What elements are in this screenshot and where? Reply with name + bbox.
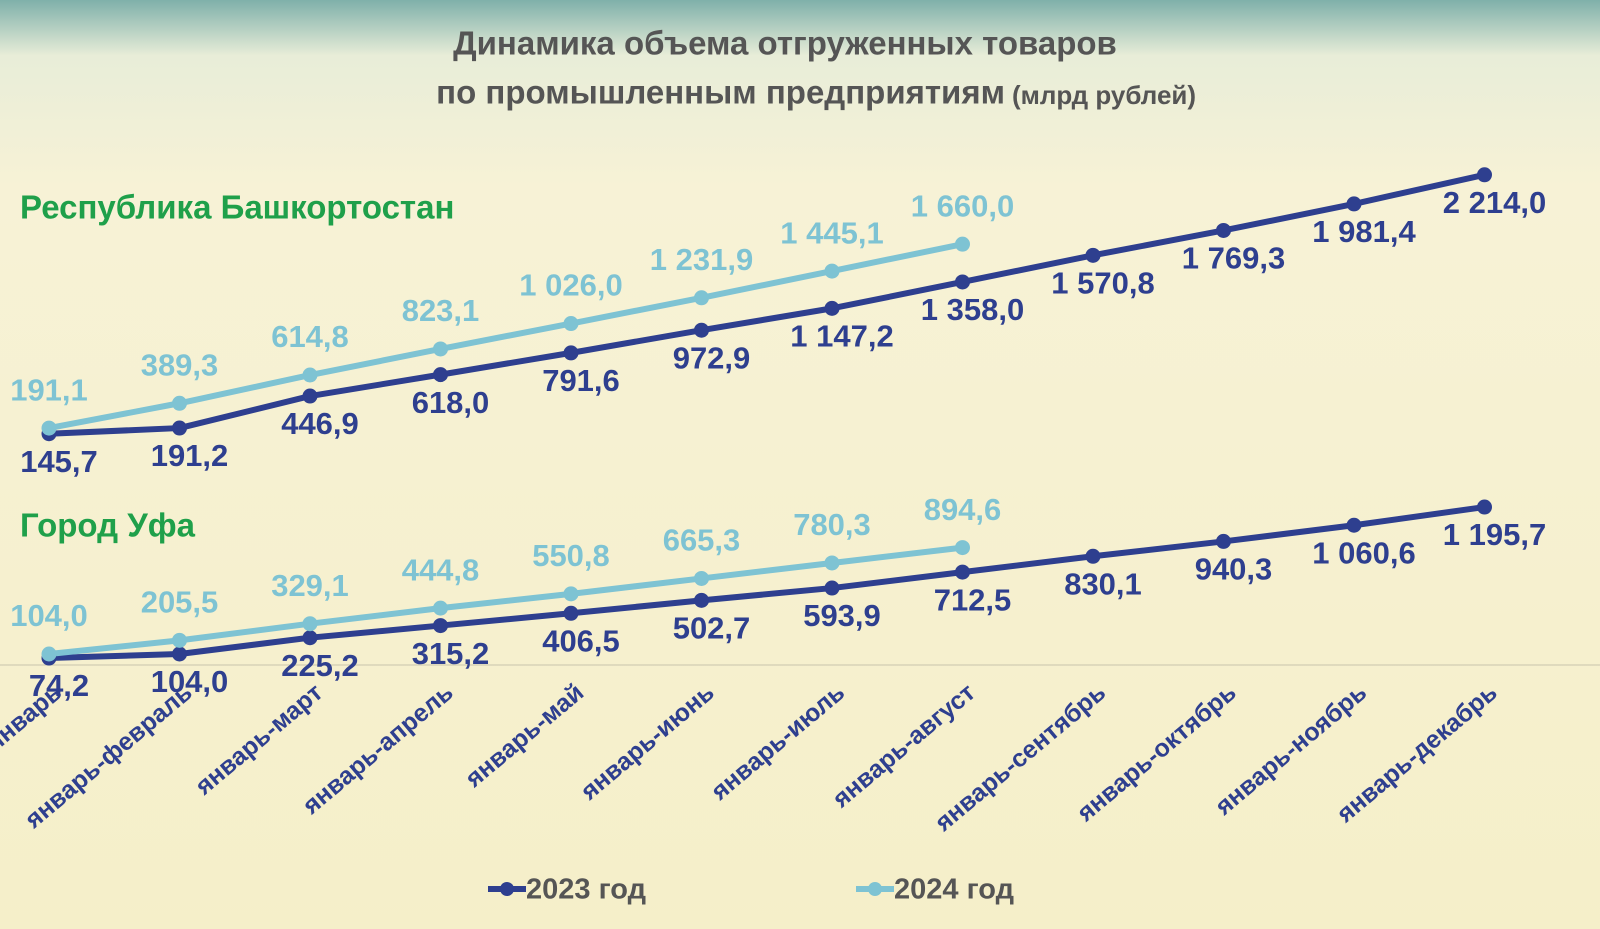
data-point xyxy=(433,600,448,616)
data-point xyxy=(694,290,709,306)
data-point xyxy=(824,300,840,316)
data-label: 614,8 xyxy=(271,319,349,354)
data-point xyxy=(302,388,318,404)
legend-label: 2024 год xyxy=(894,874,1014,906)
data-point xyxy=(302,367,318,383)
data-point xyxy=(41,420,57,436)
unit: (млрд рублей) xyxy=(1012,80,1196,110)
data-label: 550,8 xyxy=(532,538,610,573)
data-point xyxy=(433,618,448,634)
data-label: 780,3 xyxy=(793,507,871,542)
data-label: 1 769,3 xyxy=(1182,241,1285,276)
data-point xyxy=(955,564,970,580)
data-label: 1 195,7 xyxy=(1443,517,1546,552)
legend-marker xyxy=(500,882,514,896)
data-label: 191,2 xyxy=(151,438,229,473)
data-point xyxy=(955,540,970,556)
data-label: 1 231,9 xyxy=(650,242,753,277)
data-label: 329,1 xyxy=(271,568,349,603)
data-point xyxy=(433,341,448,357)
data-label: 446,9 xyxy=(281,406,359,441)
data-label: 104,0 xyxy=(10,598,88,633)
data-point xyxy=(563,586,579,602)
data-point xyxy=(694,322,709,338)
data-label: 1 981,4 xyxy=(1312,214,1416,249)
data-point xyxy=(433,367,448,383)
data-label: 972,9 xyxy=(673,340,751,375)
chart-title-line2: по промышленным предприятиям xyxy=(436,74,1005,111)
data-label: 1 026,0 xyxy=(519,268,622,303)
data-label: 618,0 xyxy=(412,385,490,420)
data-label: 823,1 xyxy=(402,293,480,328)
data-point xyxy=(172,632,187,648)
data-label: 389,3 xyxy=(141,347,219,382)
data-label: 940,3 xyxy=(1195,552,1273,587)
data-point xyxy=(824,555,840,571)
data-label: 444,8 xyxy=(402,552,480,587)
data-label: 1 060,6 xyxy=(1312,535,1415,570)
data-label: 1 147,2 xyxy=(790,319,893,354)
data-label: 74,2 xyxy=(29,668,89,703)
data-label: 830,1 xyxy=(1064,566,1142,601)
data-point xyxy=(1216,533,1231,549)
series-line xyxy=(48,544,963,657)
data-label: 593,9 xyxy=(803,598,881,633)
data-label: 315,2 xyxy=(412,636,490,671)
data-point xyxy=(172,395,187,411)
data-point xyxy=(1085,247,1101,263)
data-label: 1 358,0 xyxy=(921,292,1024,327)
data-point xyxy=(1477,499,1492,515)
data-label: 2 214,0 xyxy=(1443,185,1546,220)
data-point xyxy=(955,236,970,252)
data-point xyxy=(694,592,709,608)
panel-title: Республика Башкортостан xyxy=(20,189,454,226)
data-point xyxy=(1477,167,1492,183)
chart-title: Динамика объема отгруженных товаров xyxy=(453,25,1117,62)
data-point xyxy=(172,646,187,662)
data-point xyxy=(563,316,579,332)
data-label: 712,5 xyxy=(934,582,1012,617)
data-point xyxy=(563,605,579,621)
data-point xyxy=(302,630,318,646)
data-point xyxy=(694,570,709,586)
series-line xyxy=(48,171,1486,437)
data-label: 145,7 xyxy=(20,444,98,479)
data-label: 791,6 xyxy=(542,363,620,398)
data-label: 1 660,0 xyxy=(911,188,1014,223)
data-label: 894,6 xyxy=(924,492,1002,527)
data-point xyxy=(1346,196,1362,212)
legend-marker xyxy=(868,882,882,896)
data-label: 665,3 xyxy=(663,523,741,558)
legend-label: 2023 год xyxy=(526,874,646,906)
data-point xyxy=(1216,222,1231,238)
data-label: 225,2 xyxy=(281,648,359,683)
data-label: 104,0 xyxy=(151,664,229,699)
data-point xyxy=(824,580,840,596)
data-label: 502,7 xyxy=(673,611,751,646)
data-point xyxy=(1085,548,1101,564)
panel-title: Город Уфа xyxy=(20,507,196,544)
series-line xyxy=(48,241,964,432)
data-point xyxy=(955,274,970,290)
data-point xyxy=(824,263,840,279)
data-point xyxy=(1346,517,1362,533)
data-point xyxy=(41,646,57,662)
series-line xyxy=(48,504,1485,662)
data-label: 191,1 xyxy=(10,372,88,407)
data-label: 1 445,1 xyxy=(780,215,883,250)
data-label: 406,5 xyxy=(542,623,620,658)
data-point xyxy=(563,345,579,361)
data-label: 1 570,8 xyxy=(1051,266,1154,301)
data-point xyxy=(302,616,318,632)
data-label: 205,5 xyxy=(141,585,219,620)
data-point xyxy=(172,420,187,436)
